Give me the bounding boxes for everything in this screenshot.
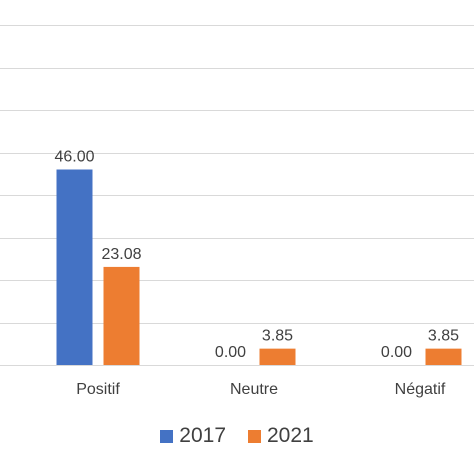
x-axis-labels: Positif Neutre Négatif [76, 381, 446, 398]
data-label-2017-neutre: 0.00 [215, 344, 246, 361]
bar-2017-positif [56, 169, 93, 365]
x-tick-label-négatif: Négatif [395, 381, 446, 398]
legend-swatch-2017 [160, 429, 174, 443]
legend-item-2017: 2017 [160, 424, 226, 448]
legend: 2017 2021 [0, 424, 474, 448]
data-label-2021-neutre: 3.85 [262, 328, 293, 345]
bar-2021-neutre [259, 348, 296, 365]
data-label-2017-positif: 46.00 [54, 149, 94, 166]
legend-swatch-2021 [248, 429, 261, 443]
bar-2021-négatif [425, 348, 462, 365]
data-label-2021-négatif: 3.85 [428, 328, 459, 345]
x-tick-label-positif: Positif [76, 381, 120, 398]
legend-label-2021: 2021 [267, 424, 314, 447]
legend-label-2017: 2017 [179, 424, 226, 447]
legend-item-2021: 2021 [248, 424, 314, 448]
data-label-2021-positif: 23.08 [101, 246, 141, 263]
data-labels: 46.00 23.08 0.00 3.85 0.00 3.85 [54, 149, 459, 362]
bars [56, 169, 462, 365]
data-label-2017-négatif: 0.00 [381, 344, 412, 361]
x-tick-label-neutre: Neutre [230, 381, 278, 398]
bar-2021-positif [103, 266, 140, 365]
